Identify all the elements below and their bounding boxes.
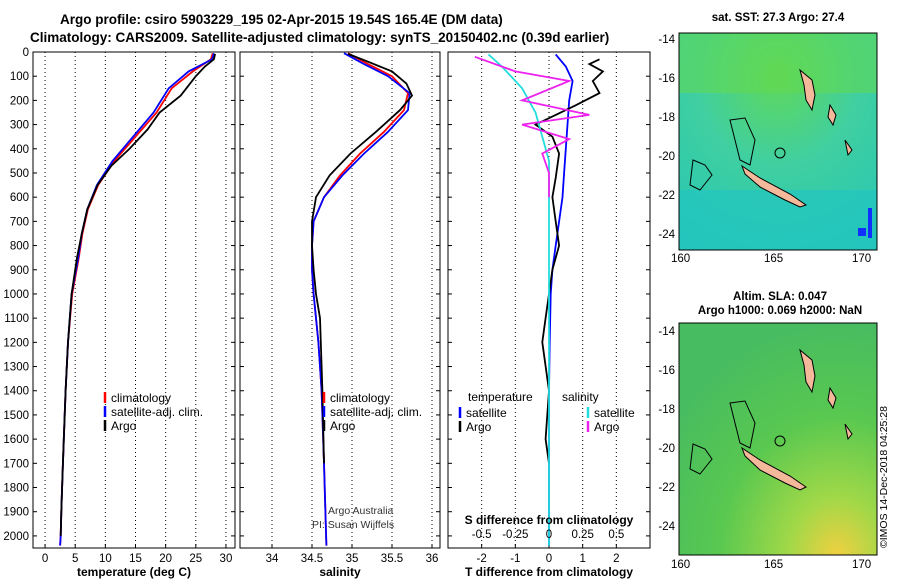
sst-xtick: 165	[764, 253, 784, 265]
sla-ytick: -14	[658, 326, 675, 338]
sst-ytick: -14	[658, 34, 675, 46]
sla-map-title-1: Altim. SLA: 0.047	[733, 291, 827, 303]
sst-ytick: -24	[658, 229, 675, 241]
series-line-satellite-adj-clim-	[311, 52, 411, 546]
depth-tick-label: 200	[10, 95, 29, 107]
sst-ytick: -22	[658, 190, 675, 202]
sla-xtick: 165	[764, 559, 784, 571]
x-tick-label-top: 0.25	[571, 529, 593, 541]
legend-label: satellite-adj. clim.	[111, 405, 203, 419]
x-tick-label-top: -0.25	[502, 529, 528, 541]
series-line-argo	[311, 53, 414, 464]
legend-header-temperature: temperature	[468, 390, 533, 404]
plot-frame-salinity	[239, 51, 441, 549]
sst-xtick: 160	[671, 253, 691, 265]
x-tick-label-difference: 0	[546, 553, 552, 565]
depth-tick-label: 1800	[3, 483, 29, 495]
x-tick-label-temperature: 30	[220, 553, 233, 565]
x-tick-label-difference: -2	[477, 553, 487, 565]
legend-label: satellite	[466, 406, 507, 420]
depth-tick-label: 400	[10, 144, 29, 156]
sla-xtick: 170	[852, 559, 872, 571]
x-tick-label-temperature: 5	[72, 553, 78, 565]
x-tick-label-top: 0.5	[608, 529, 624, 541]
credit-pi: PI: Susan Wijffels	[312, 519, 395, 531]
legend-label: Argo	[594, 420, 620, 434]
sst-map-yticks: -14 -16 -18 -20 -22 -24	[650, 33, 675, 250]
imos-credit: ©IMOS 14-Dec-2018 04:25:28	[878, 406, 890, 548]
depth-tick-label: 1400	[3, 386, 29, 398]
sla-xtick: 160	[671, 559, 691, 571]
x-axis-label-temperature: temperature (deg C)	[77, 565, 191, 579]
depth-tick-label: 1300	[3, 362, 29, 374]
x-tick-label-salinity: 35.5	[381, 553, 403, 565]
x-tick-label-salinity: 35	[346, 553, 359, 565]
depth-tick-label: 700	[10, 216, 29, 228]
series-line-salinity-argo	[474, 55, 590, 198]
depth-tick-label: 1900	[3, 507, 29, 519]
depth-tick-label: 1100	[4, 313, 29, 325]
x-tick-label-top: -0.5	[472, 529, 492, 541]
credit-argo-australia: Argo Australia	[328, 505, 394, 517]
x-tick-label-difference: 1	[579, 553, 585, 565]
legend-label: Argo	[466, 420, 492, 434]
depth-tick-label: 1200	[3, 337, 29, 349]
depth-tick-label: 1500	[3, 410, 29, 422]
x-tick-label-temperature: 0	[42, 553, 48, 565]
x-tick-label-temperature: 10	[99, 553, 112, 565]
x-tick-label-top: 0	[546, 529, 552, 541]
depth-tick-label: 1600	[3, 434, 29, 446]
legend-label: satellite	[594, 406, 635, 420]
sla-ytick: -16	[658, 365, 675, 377]
legend-label: Argo	[330, 419, 356, 433]
x-axis-label-salinity: salinity	[319, 565, 361, 579]
depth-tick-label: 1700	[3, 458, 29, 470]
x-tick-label-temperature: 15	[129, 553, 142, 565]
sla-ytick: -20	[658, 443, 675, 455]
depth-tick-label: 800	[10, 241, 29, 253]
x-tick-label-salinity: 36	[426, 553, 439, 565]
depth-tick-label: 1000	[3, 289, 29, 301]
x-tick-label-temperature: 25	[189, 553, 202, 565]
x-tick-label-temperature: 20	[159, 553, 172, 565]
sla-ytick: -18	[658, 404, 675, 416]
sla-map-yticks: -14 -16 -18 -20 -22 -24	[650, 323, 675, 555]
depth-tick-label: 2000	[3, 531, 29, 543]
legend-label: climatology	[330, 391, 390, 405]
figure-title-line-1: Argo profile: csiro 5903229_195 02-Apr-2…	[60, 12, 503, 27]
x-tick-label-salinity: 34.5	[301, 553, 323, 565]
legend-label: Argo	[111, 419, 137, 433]
sst-ytick: -20	[658, 151, 675, 163]
series-line-argo	[59, 53, 216, 536]
sst-ytick: -16	[658, 73, 675, 85]
series-line-salinity-satellite	[487, 53, 550, 546]
figure-title-line-2: Climatology: CARS2009. Satellite-adjuste…	[30, 30, 610, 45]
x-axis-label-top: S difference from climatology	[465, 513, 634, 527]
legend-header-salinity: salinity	[562, 390, 599, 404]
sst-map-title: sat. SST: 27.3 Argo: 27.4	[711, 12, 845, 24]
depth-tick-label: 900	[10, 265, 29, 277]
series-line-temperature-argo	[533, 58, 605, 464]
x-tick-label-difference: 2	[613, 553, 619, 565]
sst-ytick: -18	[658, 112, 675, 124]
sla-ytick: -24	[658, 521, 675, 533]
x-tick-label-salinity: 34	[266, 553, 279, 565]
legend-label: climatology	[111, 391, 171, 405]
sst-xtick: 170	[852, 253, 872, 265]
sla-ytick: -22	[658, 482, 675, 494]
depth-tick-label: 500	[10, 168, 29, 180]
x-tick-label-difference: -1	[510, 553, 520, 565]
depth-tick-label: 0	[23, 47, 29, 59]
depth-tick-label: 100	[10, 71, 29, 83]
depth-tick-label: 600	[10, 192, 29, 204]
x-axis-label-difference: T difference from climatology	[465, 565, 633, 579]
sla-map-title-2: Argo h1000: 0.069 h2000: NaN	[697, 305, 863, 317]
legend-label: satellite-adj. clim.	[330, 405, 422, 419]
depth-tick-label: 300	[10, 120, 29, 132]
